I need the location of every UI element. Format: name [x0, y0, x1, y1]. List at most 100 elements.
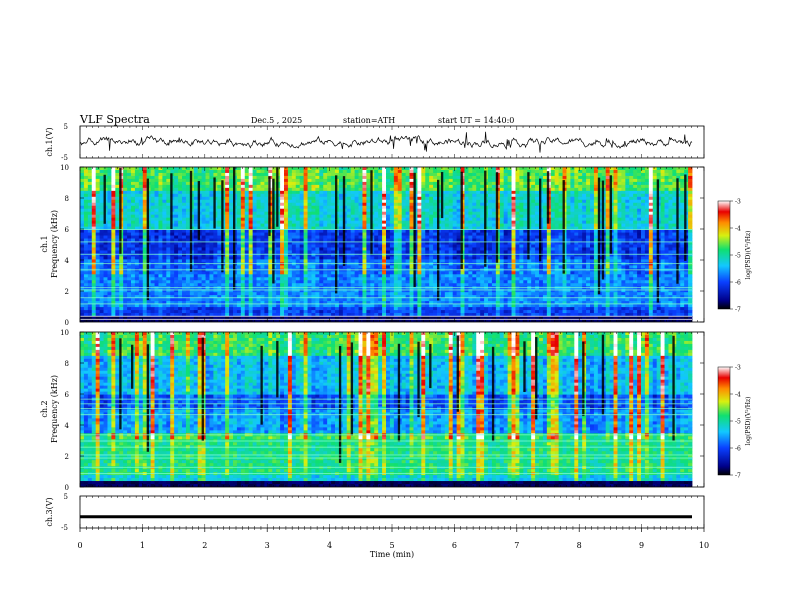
- spectrogram-cell: [480, 214, 485, 219]
- spectrogram-cell: [578, 199, 583, 204]
- spectrogram-cell: [323, 202, 328, 207]
- spectrogram-cell: [111, 232, 116, 236]
- spectrogram-cell: [491, 187, 497, 192]
- spectrogram-cell: [633, 256, 638, 260]
- spectrogram-cell: [378, 253, 383, 257]
- spectrogram-cell: [566, 169, 571, 174]
- spectrogram-cell: [327, 199, 332, 204]
- spectrogram-cell: [374, 244, 379, 248]
- spectrogram-cell: [225, 235, 230, 239]
- spectrogram-cell: [260, 172, 265, 177]
- spectrogram-cell: [99, 187, 104, 192]
- spectrogram-cell: [417, 199, 422, 204]
- spectrogram-cell: [319, 187, 324, 192]
- spectrogram-cell: [209, 196, 214, 201]
- spectrogram-cell: [185, 223, 191, 228]
- spectrogram-cell: [429, 167, 434, 171]
- spectrogram-cell: [574, 199, 579, 204]
- spectrogram-cell: [648, 178, 654, 183]
- spectrogram-cell: [542, 205, 548, 210]
- spectrogram-cell: [605, 167, 611, 171]
- spectrogram-cell: [519, 211, 524, 216]
- spectrogram-cell: [491, 196, 497, 201]
- spectrogram-cell: [358, 229, 363, 233]
- spectrogram-cell: [409, 172, 414, 177]
- spectrogram-cell: [142, 199, 148, 204]
- spectrogram-cell: [401, 199, 407, 204]
- spectrogram-cell: [621, 220, 626, 225]
- spectrogram-cell: [280, 232, 285, 236]
- spectrogram-cell: [429, 202, 434, 207]
- spectrogram-cell: [123, 181, 128, 186]
- spectrogram-cell: [582, 178, 587, 183]
- spectrogram-cell: [503, 247, 509, 251]
- spectrogram-cell: [578, 229, 583, 233]
- spectrogram-cell: [236, 190, 242, 195]
- spectrogram-cell: [531, 190, 536, 195]
- spectrogram-cell: [284, 223, 289, 228]
- spectrogram-cell: [311, 232, 316, 236]
- spectrogram-cell: [531, 232, 536, 236]
- spectrogram-cell: [83, 184, 89, 189]
- spectrogram-cell: [138, 190, 144, 195]
- spectrogram-cell: [142, 187, 148, 192]
- spectrogram-cell: [291, 208, 297, 213]
- spectrogram-cell: [491, 247, 497, 251]
- spectrogram-cell: [558, 226, 563, 230]
- spectrogram-cell: [134, 259, 140, 263]
- spectrogram-cell: [131, 259, 136, 263]
- spectrogram-cell: [452, 244, 458, 248]
- spectrogram-cell: [456, 187, 461, 192]
- spectrogram-cell: [613, 223, 618, 228]
- spectrogram-cell: [115, 220, 120, 225]
- spectrogram-cell: [346, 172, 352, 177]
- spectrogram-cell: [480, 184, 485, 189]
- spectrogram-cell: [499, 220, 505, 225]
- spectrogram-cell: [362, 211, 367, 216]
- spectrogram-cell: [103, 229, 108, 233]
- spectrogram-cell: [550, 235, 556, 239]
- spectrogram-cell: [307, 184, 312, 189]
- spectrogram-cell: [582, 214, 587, 219]
- spectrogram-cell: [323, 208, 328, 213]
- spectrogram-cell: [115, 172, 120, 177]
- spectrogram-cell: [119, 256, 124, 260]
- spectrogram-cell: [115, 175, 120, 180]
- spectrogram-cell: [178, 232, 183, 236]
- spectrogram-cell: [535, 220, 540, 225]
- spectrogram-cell: [182, 199, 187, 204]
- spectrogram-cell: [260, 235, 265, 239]
- spectrogram-cell: [429, 190, 434, 195]
- spectrogram-cell: [491, 253, 497, 257]
- spectrogram-cell: [491, 202, 497, 207]
- spectrogram-cell: [366, 247, 371, 251]
- spectrogram-cell: [260, 184, 265, 189]
- spectrogram-cell: [648, 169, 654, 174]
- spectrogram-cell: [425, 208, 430, 213]
- spectrogram-cell: [472, 214, 477, 219]
- spectrogram-cell: [621, 256, 626, 260]
- spectrogram-cell: [201, 235, 206, 239]
- spectrogram-cell: [127, 187, 132, 192]
- spectrogram-cell: [131, 178, 136, 183]
- spectrogram-cell: [480, 250, 485, 254]
- spectrogram-cell: [672, 232, 677, 236]
- spectrogram-cell: [225, 172, 230, 177]
- spectrogram-cell: [236, 226, 242, 230]
- spectrogram-cell: [409, 253, 414, 257]
- spectrogram-cell: [284, 205, 289, 210]
- spectrogram-cell: [170, 235, 175, 239]
- spectrogram-cell: [166, 167, 171, 171]
- spectrogram-cell: [440, 250, 446, 254]
- spectrogram-cell: [338, 241, 344, 245]
- spectrogram-cell: [123, 196, 128, 201]
- spectrogram-cell: [213, 241, 218, 245]
- spectrogram-cell: [421, 253, 426, 257]
- spectrogram-cell: [593, 247, 599, 251]
- spectrogram-cell: [507, 196, 512, 201]
- spectrogram-cell: [229, 250, 234, 254]
- spectrogram-cell: [464, 205, 469, 210]
- spectrogram-cell: [472, 235, 477, 239]
- spectrogram-cell: [229, 220, 234, 225]
- spectrogram-cell: [511, 256, 516, 260]
